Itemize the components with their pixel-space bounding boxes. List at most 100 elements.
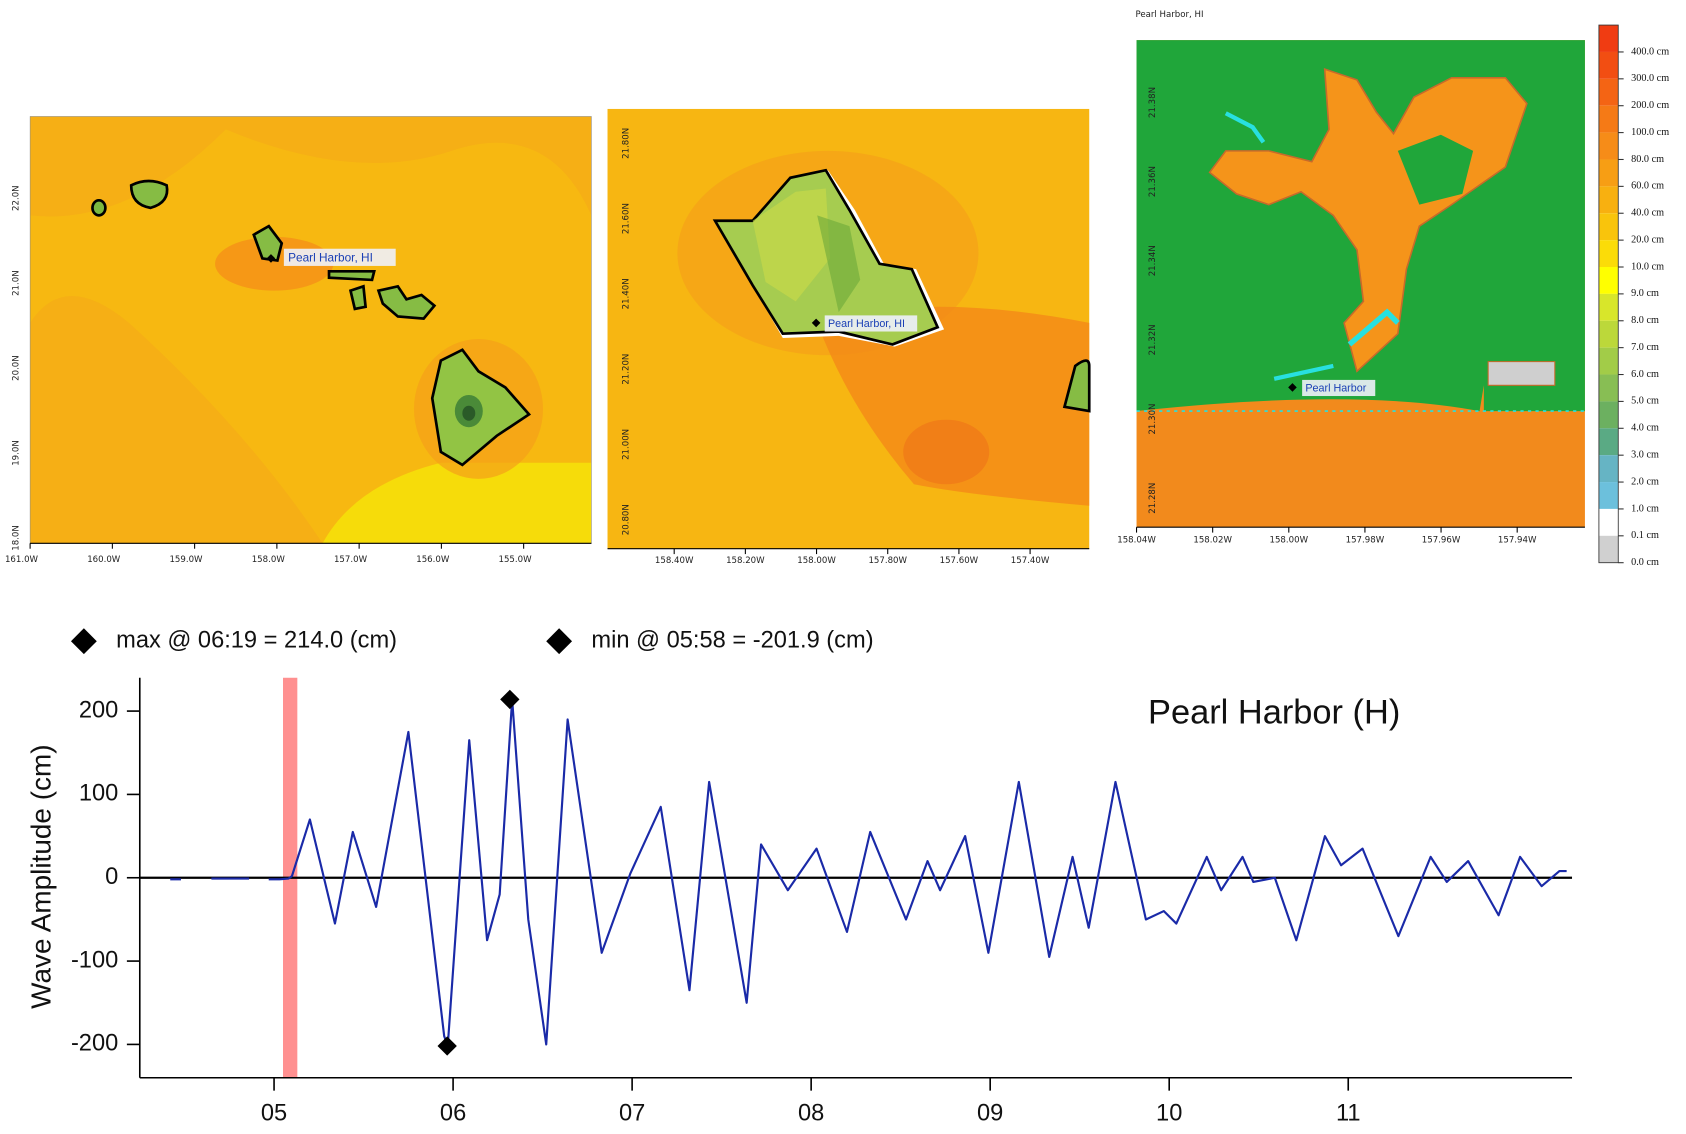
map-y-tick-label: 21.0N [12,270,22,296]
colorbar-label: 10.0 cm [1631,261,1664,272]
place-label: Pearl Harbor, HI [288,251,373,265]
map-y-tick-label: 18.0N [12,525,22,551]
place-label: Pearl Harbor, HI [828,318,905,330]
colorbar-swatch [1598,347,1619,375]
map-x-tick-label: 156.0W [416,555,450,565]
y-tick-label: 200 [79,697,118,723]
map-y-tick-label: 21.28N [1148,483,1158,514]
colorbar-swatch [1598,535,1619,563]
map-x-tick-label: 157.0W [334,555,368,565]
colorbar-label: 7.0 cm [1631,342,1659,353]
y-tick-label: 100 [79,781,118,807]
map-x-tick-label: 158.04W [1117,536,1156,546]
colorbar-label: 400.0 cm [1631,46,1669,57]
colorbar-label: 0.1 cm [1631,530,1659,541]
colorbar-label: 5.0 cm [1631,396,1659,407]
colorbar-label: 40.0 cm [1631,208,1664,219]
colorbar-label: 9.0 cm [1631,288,1659,299]
map-x-tick-label: 157.40W [1011,556,1050,566]
colorbar-swatch [1598,186,1619,214]
map-hawaii: Pearl Harbor, HI [29,116,592,544]
extreme-marker [437,1036,457,1056]
colorbar-swatch [1598,508,1619,536]
legend-marker [546,628,573,655]
colorbar-label: 4.0 cm [1631,423,1659,434]
annotation: min @ 05:58 = -201.9 (cm) [591,627,873,653]
colorbar-swatch [1598,455,1619,483]
map-x-tick-label: 157.98W [1346,536,1385,546]
chart-title: Pearl Harbor (H) [1148,693,1400,731]
x-tick-label: 08 [798,1101,824,1127]
x-tick-label: 11 [1336,1101,1361,1127]
map-x-tick-label: 157.96W [1422,536,1461,546]
colorbar-label: 3.0 cm [1631,450,1659,461]
map-x-tick-label: 161.0W [5,555,39,565]
colorbar-swatch [1598,25,1619,52]
legend-marker [70,628,97,655]
colorbar-label: 60.0 cm [1631,181,1664,192]
map-y-tick-label: 20.80N [621,504,631,535]
map-x-tick-label: 157.60W [940,556,979,566]
colorbar-swatch [1598,293,1619,321]
colorbar-swatch [1598,428,1619,456]
x-tick-label: 10 [1156,1101,1182,1127]
map-x-tick-label: 157.80W [868,556,907,566]
colorbar-swatch [1598,78,1619,106]
map-y-tick-label: 21.36N [1148,166,1158,197]
map-x-tick-label: 158.00W [797,556,836,566]
colorbar-swatch [1598,374,1619,402]
extreme-marker [500,689,520,710]
map-y-tick-label: 21.20N [621,354,631,385]
colorbar-label: 200.0 cm [1631,100,1669,111]
map-x-tick-label: 158.00W [1270,536,1309,546]
x-tick-label: 09 [977,1101,1003,1127]
map-x-tick-label: 160.0W [87,555,121,565]
colorbar: 400.0 cm 300.0 cm 200.0 cm 100.0 cm 80.0 cm 6… [1598,24,1669,568]
y-tick-label: -100 [71,947,118,973]
x-tick-label: 05 [261,1101,287,1127]
map-y-tick-label: 22.0N [12,185,22,211]
colorbar-swatch [1598,213,1619,241]
chart: -200 -100 0 100 200 05 06 07 08 09 10 11 [71,677,1573,1127]
colorbar-label: 0.0 cm [1631,557,1659,568]
map-oahu: Pearl Harbor, HI [607,108,1091,549]
map-x-tick-label: 155.0W [498,555,532,565]
map-harbor: Pearl Harbor, HI Pearl Harbor [1135,10,1585,528]
map-x-tick-label: 158.40W [655,556,694,566]
map-x-tick-label: 158.02W [1193,536,1232,546]
map-y-tick-label: 19.0N [12,440,22,466]
colorbar-swatch [1598,320,1619,348]
colorbar-label: 300.0 cm [1631,73,1669,84]
map-x-tick-label: 159.0W [169,555,203,565]
colorbar-swatch [1598,51,1619,79]
colorbar-swatch [1598,267,1619,294]
colorbar-swatch [1598,132,1619,160]
place-label: Pearl Harbor [1305,382,1366,394]
colorbar-swatch [1598,482,1619,509]
colorbar-swatch [1598,401,1619,429]
map-y-tick-label: 21.30N [1148,404,1158,435]
map-y-tick-label: 21.34N [1148,245,1158,276]
map-y-tick-label: 21.60N [621,203,631,234]
colorbar-label: 100.0 cm [1631,127,1669,138]
map-y-tick-label: 21.00N [621,429,631,460]
y-tick-label: 0 [105,864,118,890]
colorbar-label: 80.0 cm [1631,154,1664,165]
y-tick-label: -200 [71,1031,118,1057]
annotation: max @ 06:19 = 214.0 (cm) [116,627,397,653]
map-y-tick-label: 21.38N [1148,87,1158,118]
y-axis-label: Wave Amplitude (cm) [25,744,56,1008]
map-x-tick-label: 157.94W [1498,536,1537,546]
wave-line [170,698,1567,1048]
colorbar-label: 2.0 cm [1631,476,1659,487]
colorbar-label: 20.0 cm [1631,234,1664,245]
map-x-tick-label: 158.20W [726,556,765,566]
colorbar-label: 8.0 cm [1631,315,1659,326]
map-y-tick-label: 21.40N [621,278,631,309]
map-y-tick-label: 21.80N [621,128,631,159]
colorbar-label: 1.0 cm [1631,503,1659,514]
map-y-tick-label: 20.0N [12,355,22,381]
x-tick-label: 07 [619,1101,645,1127]
map-y-tick-label: 21.32N [1148,324,1158,355]
